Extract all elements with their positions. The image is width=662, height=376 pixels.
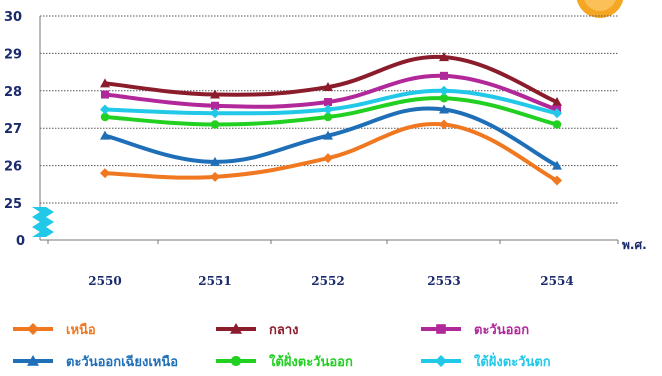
- data-point-triangle: [323, 82, 333, 92]
- x-tick-label: 2551: [198, 274, 231, 288]
- legend-swatch-icon: [421, 355, 461, 367]
- data-point-triangle: [552, 160, 562, 170]
- legend-label: กลาง: [269, 322, 299, 338]
- data-point-circle: [552, 120, 562, 129]
- y-tick-label: 28: [4, 85, 22, 100]
- legend-label: ตะวันออกเฉียงเหนือ: [66, 354, 179, 370]
- data-point-triangle: [439, 104, 449, 114]
- x-axis-tick-labels: 2550 2551 2552 2553 2554: [88, 274, 573, 288]
- legend-label: เหนือ: [66, 322, 96, 338]
- legend-swatch-icon: [216, 323, 256, 334]
- data-point-square: [101, 90, 109, 99]
- data-point-circle: [100, 112, 110, 122]
- data-point-diamond: [552, 108, 562, 119]
- data-point-diamond: [210, 171, 220, 182]
- data-point-diamond: [439, 119, 449, 130]
- legend-swatch-icon: [13, 323, 53, 335]
- data-point-triangle: [323, 130, 333, 140]
- data-point-circle: [230, 355, 242, 367]
- data-point-triangle: [100, 78, 110, 88]
- data-point-triangle: [210, 89, 220, 99]
- data-point-triangle: [230, 323, 242, 334]
- data-point-circle: [439, 94, 449, 103]
- legend-item: ตะวันออกเฉียงเหนือ: [12, 350, 178, 372]
- data-point-diamond: [552, 175, 562, 186]
- data-point-diamond: [100, 104, 110, 115]
- data-point-square: [436, 324, 446, 334]
- y-tick-label: 25: [4, 197, 22, 212]
- legend-swatch-icon: [216, 355, 256, 367]
- x-tick-label: 2552: [311, 274, 344, 288]
- legend-swatch-icon: [13, 355, 53, 366]
- data-point-square: [211, 101, 219, 110]
- legend-item: กลาง: [215, 318, 299, 340]
- data-point-triangle: [210, 156, 220, 166]
- y-tick-label-zero: 0: [16, 234, 25, 249]
- data-point-circle: [323, 112, 333, 122]
- data-point-diamond: [323, 104, 333, 115]
- data-point-circle: [210, 120, 220, 129]
- legend-swatch-icon: [421, 324, 461, 334]
- legend-label: ใต้ฝั่งตะวันออก: [269, 354, 353, 370]
- legend-item: ใต้ฝั่งตะวันตก: [420, 350, 551, 372]
- x-axis-label: พ.ศ.: [622, 238, 647, 252]
- axes: [39, 16, 619, 244]
- x-tick-label: 2553: [427, 274, 460, 288]
- axis-break-icon: [32, 207, 54, 237]
- series-5: [100, 94, 562, 129]
- data-point-diamond: [27, 323, 39, 335]
- series-line: [103, 121, 559, 183]
- data-point-diamond: [435, 355, 447, 367]
- y-tick-label: 27: [4, 122, 22, 137]
- axis-break-squiggle: [32, 207, 54, 237]
- series-lines: [100, 52, 562, 186]
- data-point-square: [440, 71, 448, 80]
- series-1: [100, 119, 562, 186]
- legend-item: ตะวันออก: [420, 318, 529, 340]
- y-tick-label: 30: [4, 10, 22, 25]
- y-tick-label: 29: [4, 47, 22, 62]
- corner-badge-inner: [584, 0, 616, 11]
- data-point-triangle: [100, 130, 110, 140]
- data-point-triangle: [439, 52, 449, 62]
- y-tick-label: 26: [4, 160, 22, 175]
- legend-label: ตะวันออก: [474, 322, 530, 338]
- data-point-triangle: [27, 355, 39, 366]
- y-axis-tick-labels: 25 26 27 28 29 30 0: [4, 10, 25, 249]
- x-tick-label: 2554: [540, 274, 573, 288]
- corner-badge-decoration: [576, 0, 624, 18]
- legend-label: ใต้ฝั่งตะวันตก: [474, 354, 551, 370]
- data-point-triangle: [552, 97, 562, 107]
- data-point-diamond: [439, 85, 449, 96]
- series-4: [100, 104, 562, 170]
- x-tick-label: 2550: [88, 274, 121, 288]
- legend: เหนือ กลาง ตะวันออกตะวันออกเฉียงเหนือ ใต้ฝั…: [0, 312, 662, 376]
- data-point-diamond: [100, 168, 110, 179]
- line-chart: 25 26 27 28 29 30 0 2550 2551 2552 2553 2554 พ.ศ.: [4, 0, 647, 288]
- data-point-diamond: [210, 108, 220, 119]
- legend-item: เหนือ: [12, 318, 96, 340]
- series-6: [100, 85, 562, 119]
- legend-item: ใต้ฝั่งตะวันออก: [215, 350, 353, 372]
- data-point-diamond: [323, 153, 333, 164]
- series-2: [100, 52, 562, 107]
- data-point-square: [324, 98, 332, 107]
